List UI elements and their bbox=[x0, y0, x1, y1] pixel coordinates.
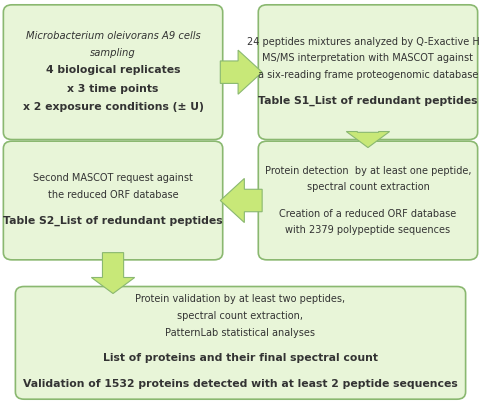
FancyBboxPatch shape bbox=[15, 286, 465, 399]
FancyBboxPatch shape bbox=[3, 141, 222, 260]
Text: MS/MS interpretation with MASCOT against: MS/MS interpretation with MASCOT against bbox=[262, 53, 472, 63]
Text: Protein detection  by at least one peptide,: Protein detection by at least one peptid… bbox=[264, 166, 470, 176]
Text: List of proteins and their final spectral count: List of proteins and their final spectra… bbox=[103, 352, 377, 363]
Text: Table S1_List of redundant peptides: Table S1_List of redundant peptides bbox=[258, 96, 477, 106]
Text: Second MASCOT request against: Second MASCOT request against bbox=[33, 173, 192, 183]
Text: Table S2_List of redundant peptides: Table S2_List of redundant peptides bbox=[3, 216, 222, 226]
Text: Validation of 1532 proteins detected with at least 2 peptide sequences: Validation of 1532 proteins detected wit… bbox=[23, 379, 457, 389]
Text: PatternLab statistical analyses: PatternLab statistical analyses bbox=[165, 328, 315, 338]
Text: a six-reading frame proteogenomic database: a six-reading frame proteogenomic databa… bbox=[257, 70, 477, 80]
Text: with 2379 polypeptide sequences: with 2379 polypeptide sequences bbox=[285, 225, 450, 235]
Text: Creation of a reduced ORF database: Creation of a reduced ORF database bbox=[279, 209, 456, 219]
Polygon shape bbox=[220, 50, 262, 94]
FancyBboxPatch shape bbox=[258, 141, 477, 260]
FancyBboxPatch shape bbox=[258, 5, 477, 140]
Text: Microbacterium oleivorans A9 cells: Microbacterium oleivorans A9 cells bbox=[25, 31, 200, 41]
Polygon shape bbox=[220, 178, 262, 223]
Text: the reduced ORF database: the reduced ORF database bbox=[48, 190, 178, 200]
Text: x 2 exposure conditions (± U): x 2 exposure conditions (± U) bbox=[23, 102, 203, 112]
Polygon shape bbox=[346, 132, 389, 148]
Text: x 3 time points: x 3 time points bbox=[67, 83, 158, 93]
Polygon shape bbox=[91, 253, 134, 294]
Text: 24 peptides mixtures analyzed by Q-Exactive HF,: 24 peptides mixtures analyzed by Q-Exact… bbox=[247, 36, 480, 47]
Text: spectral count extraction: spectral count extraction bbox=[306, 182, 429, 192]
Text: sampling: sampling bbox=[90, 48, 136, 58]
Text: Protein validation by at least two peptides,: Protein validation by at least two pepti… bbox=[135, 294, 345, 304]
Text: 4 biological replicates: 4 biological replicates bbox=[46, 65, 180, 75]
FancyBboxPatch shape bbox=[3, 5, 222, 140]
Text: spectral count extraction,: spectral count extraction, bbox=[177, 311, 303, 321]
